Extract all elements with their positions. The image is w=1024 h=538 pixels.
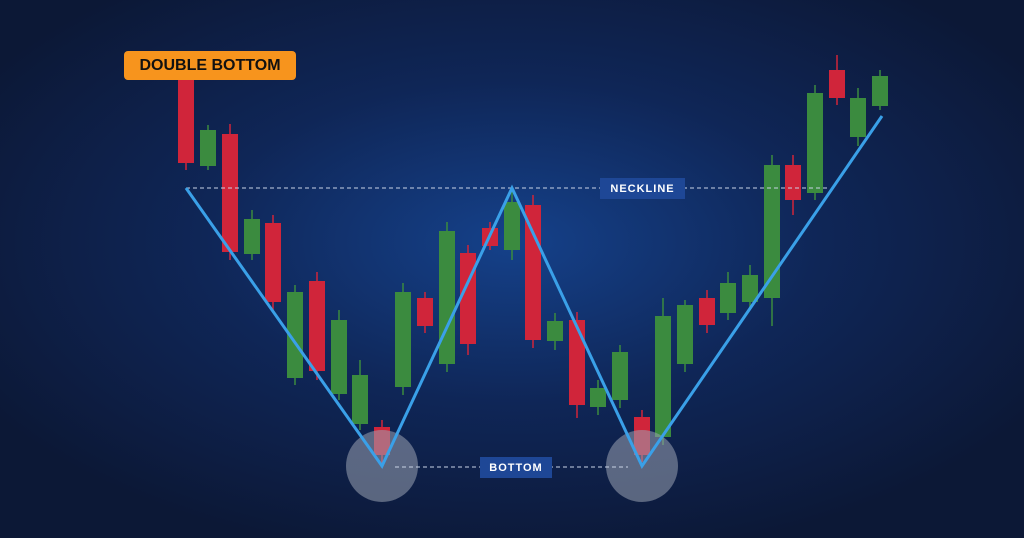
neckline-label-box [600, 178, 685, 199]
candle-body [309, 281, 325, 371]
neckline-label: NECKLINE [610, 183, 674, 195]
candle-body [829, 70, 845, 98]
candle-body [265, 223, 281, 302]
bottom-label: BOTTOM [489, 462, 542, 474]
candle-body [569, 320, 585, 405]
candle-body [785, 165, 801, 200]
pattern-line [184, 115, 884, 470]
candle-body [525, 205, 541, 340]
candle-body [395, 292, 411, 387]
candle-body [244, 219, 260, 254]
candle-body [677, 305, 693, 364]
candle-body [699, 298, 715, 325]
bottom-label-box [480, 457, 552, 478]
candle-body [742, 275, 758, 302]
candle-body [331, 320, 347, 394]
candle-body [655, 316, 671, 437]
candle-body [352, 375, 368, 424]
title: DOUBLE BOTTOM [139, 57, 280, 74]
candle-body [439, 231, 455, 364]
candle-body [872, 76, 888, 106]
candle-body [850, 98, 866, 137]
candle-body [504, 202, 520, 250]
candle-body [764, 165, 780, 298]
candle-body [590, 388, 606, 407]
candle-body [222, 134, 238, 252]
candle-body [417, 298, 433, 326]
candle-body [287, 292, 303, 378]
candle-body [178, 80, 194, 163]
candle-body [612, 352, 628, 400]
candle-body [547, 321, 563, 341]
title-box [124, 51, 296, 80]
candle-body [807, 93, 823, 193]
candle-body [200, 130, 216, 166]
candle-body [720, 283, 736, 313]
